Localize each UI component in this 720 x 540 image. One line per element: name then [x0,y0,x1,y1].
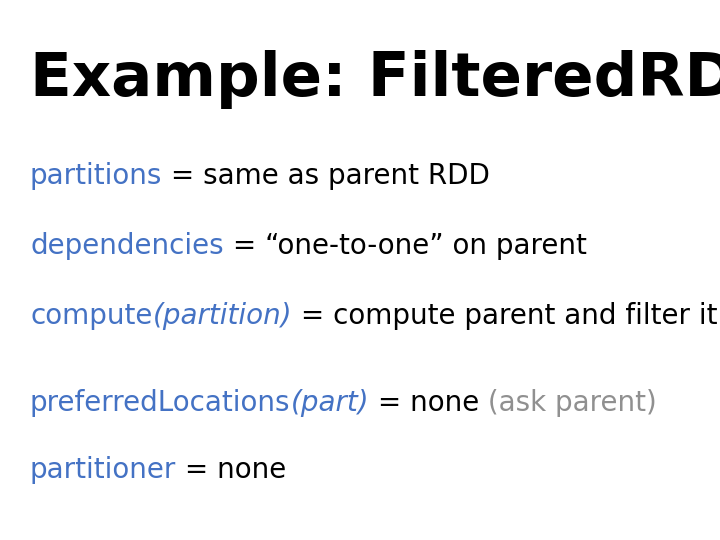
Text: = none: = none [369,389,480,417]
Text: = “one-to-one” on parent: = “one-to-one” on parent [224,232,587,260]
Text: partitions: partitions [30,162,163,190]
Text: partitioner: partitioner [30,456,176,484]
Text: dependencies: dependencies [30,232,224,260]
Text: (ask parent): (ask parent) [480,389,657,417]
Text: (part): (part) [290,389,369,417]
Text: preferredLocations: preferredLocations [30,389,290,417]
Text: Example: FilteredRDD: Example: FilteredRDD [30,50,720,109]
Text: = none: = none [176,456,287,484]
Text: = compute parent and filter it: = compute parent and filter it [292,302,718,330]
Text: = same as parent RDD: = same as parent RDD [163,162,490,190]
Text: (partition): (partition) [153,302,292,330]
Text: compute: compute [30,302,153,330]
